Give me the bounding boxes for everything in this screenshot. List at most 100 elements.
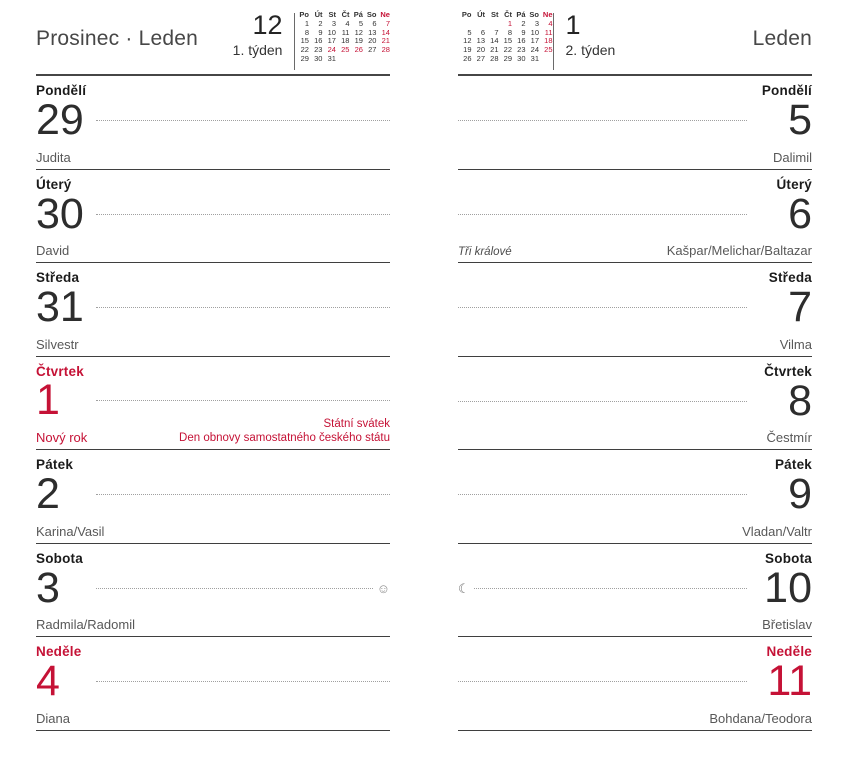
mini-cal-day: 22 [503,45,512,55]
day-name-label: Sobota [765,550,812,566]
nameday-row: Radmila/Radomil [36,610,390,636]
mini-cal-day [363,55,377,64]
nameday-label: Dalimil [773,149,812,165]
nameday-label: Bohdana/Teodora [709,710,812,726]
day-block: Pondělí 5 Dalimil [458,76,812,170]
day-name-label: Středa [36,270,80,285]
nameday-row: David [36,236,390,262]
left-diary-page: Prosinec · Leden 12 1. týden Po Út St Čt Pá So Ne… [36,4,390,731]
day-block: Čtvrtek 8 Čestmír [458,357,812,450]
day-number: 10 [764,563,812,612]
nameday-label: Judita [36,149,71,165]
mini-cal-day: 13 [368,27,377,37]
mini-cal-day: 8 [304,27,309,37]
nameday-row: Silvestr [36,329,390,355]
mini-cal-day: 26 [354,45,363,55]
writing-line [96,307,390,309]
mini-calendar-week-row: 15 16 17 18 19 20 21 [295,37,390,46]
mini-cal-weekday: Út [314,10,323,19]
day-number-row: 11 [458,660,812,703]
mini-cal-day: 7 [494,27,499,37]
month-number: 1 [565,10,581,40]
mini-cal-day: 31 [327,53,336,63]
mini-cal-day: 21 [381,36,390,46]
day-number: 3 [36,563,60,612]
nameday-label: Diana [36,710,70,726]
day-block: Neděle 4 Diana [36,637,390,731]
day-block: Středa 31 Silvestr [36,263,390,357]
day-name-label: Čtvrtek [36,363,84,379]
day-name-label: Neděle [766,644,812,659]
nameday-row: Břetislav [458,610,812,636]
mini-cal-day: 5 [358,18,363,28]
mini-cal-day: 16 [314,36,323,46]
mini-cal-day: 31 [530,53,539,63]
day-number: 7 [788,283,812,332]
nameday-row: Bohdana/Teodora [458,703,812,729]
mini-cal-day: 25 [341,45,350,55]
month-title: Prosinec · Leden [36,27,198,50]
writing-line [96,494,390,496]
page-header: Prosinec · Leden 12 1. týden Po Út St Čt Pá So Ne… [36,4,390,76]
day-number: 29 [36,96,84,145]
mini-cal-day: 23 [517,45,526,55]
day-block: Pátek 9 Vladan/Valtr [458,450,812,544]
day-number: 6 [788,189,812,238]
mini-cal-day: 19 [354,36,363,46]
mini-cal-day: 5 [467,27,472,37]
page-header: Po Út St Čt Pá So Ne 1 2 3 4 5 6 7 8 9 10 11 12 13 14 15 16 17 1… [458,4,812,76]
day-number-row: 1 [36,379,390,422]
day-block: Pondělí 29 Judita [36,76,390,170]
writing-line [458,307,747,309]
mini-cal-day [336,55,350,64]
day-block: Sobota ☾ 10 Břetislav [458,544,812,637]
nameday-row: Vladan/Valtr [458,516,812,542]
day-block: Pátek 2 Karina/Vasil [36,450,390,544]
mini-cal-day: 21 [490,45,499,55]
nameday-row: Tři králové Kašpar/Melichar/Baltazar [458,236,812,262]
day-name-label: Pátek [36,457,74,472]
day-number: 1 [36,376,60,425]
nameday-label: Kašpar/Melichar/Baltazar [666,243,812,259]
mini-cal-day: 8 [507,27,512,37]
mini-cal-day [376,55,390,64]
mini-cal-weekday: So [529,10,539,19]
mini-cal-day: 17 [327,36,336,46]
mini-cal-weekday: Út [477,10,485,19]
mini-cal-day: 3 [534,18,539,28]
mini-cal-weekday: Po [299,10,309,19]
mini-cal-weekday: Ne [542,10,553,19]
mini-cal-day: 2 [318,18,323,28]
day-name-label: Čtvrtek [764,363,812,379]
writing-line [473,587,747,589]
mini-cal-day: 14 [381,27,390,37]
week-column: 1 2. týden [554,4,616,74]
mini-cal-day: 11 [341,27,350,37]
day-block: Čtvrtek 1 Nový rok Státní svátek Den obnovy … [36,357,390,450]
mini-cal-day: 24 [530,45,539,55]
mini-calendar-week-row: 5 6 7 8 9 10 11 [458,27,552,38]
month-title: Leden [752,27,812,50]
nameday-row: Vilma [458,329,812,355]
mini-cal-day: 6 [480,27,485,37]
mini-cal-day: 19 [463,45,472,55]
day-number-row: 8 [458,379,812,422]
mini-cal-day [539,55,553,64]
observance-label: Tři králové [458,246,512,259]
day-number: 31 [36,283,84,332]
mini-calendar-week-row: 19 20 21 22 23 24 25 [458,45,552,55]
mini-cal-day: 30 [517,53,526,63]
mini-cal-day: 24 [327,45,336,55]
day-name-label: Úterý [776,176,812,192]
day-name-label: Neděle [36,644,82,659]
mini-calendar-week-row: 12 13 14 15 16 17 18 [458,37,552,46]
holiday-note: Státní svátek Den obnovy samostatného čes… [179,417,390,445]
writing-line [96,400,390,402]
mini-cal-day: 9 [521,27,526,37]
mini-cal-day: 10 [530,27,539,37]
nameday-row: Karina/Vasil [36,516,390,542]
mini-cal-day: 28 [490,53,499,63]
mini-cal-day: 27 [368,45,377,55]
mini-cal-day: 6 [372,18,377,28]
